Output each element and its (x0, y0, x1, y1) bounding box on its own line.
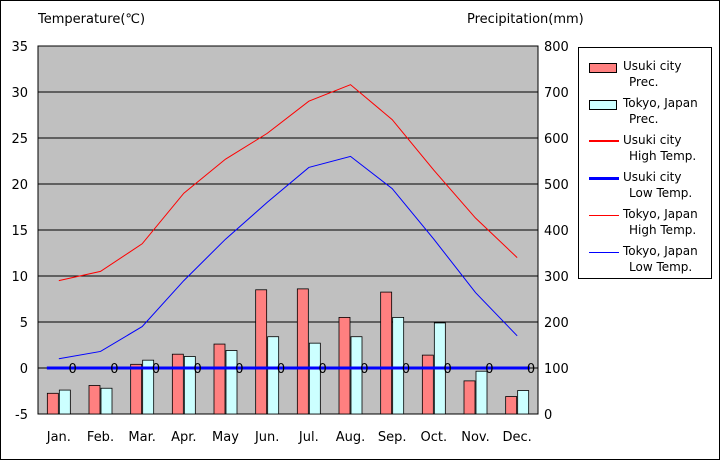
left-tick-label: 35 (11, 40, 28, 55)
legend-item: Tokyo, Japan Prec. (579, 95, 711, 131)
usuki-low-temp-label: 0 (402, 362, 410, 377)
month-label: Dec. (503, 430, 532, 445)
left-axis-title: Temperature(℃) (38, 12, 146, 27)
left-tick-label: 0 (20, 362, 28, 377)
usuki-low-temp-label: 0 (319, 362, 327, 377)
usuki-low-temp-label: 0 (485, 362, 493, 377)
bar-tokyo-prec (58, 389, 71, 415)
month-label: Oct. (421, 430, 448, 445)
left-tick-label: 15 (11, 224, 28, 239)
usuki-low-temp-label: 0 (360, 362, 368, 377)
month-label: Jan. (46, 430, 71, 445)
bar-tokyo-prec (225, 350, 238, 415)
bar-usuki-prec (88, 385, 101, 415)
legend-line-swatch (589, 140, 619, 142)
bar-usuki-prec (171, 353, 184, 415)
legend-label: Usuki city Prec. (623, 59, 682, 89)
month-label: Nov. (461, 430, 490, 445)
bar-usuki-prec (421, 354, 434, 415)
right-tick-label: 200 (544, 316, 569, 331)
bar-usuki-prec (213, 343, 226, 415)
bar-tokyo-prec (267, 336, 280, 415)
legend-item: Tokyo, Japan Low Temp. (579, 243, 711, 279)
month-label: Jun. (254, 430, 279, 445)
bar-tokyo-prec (517, 390, 530, 415)
legend-item: Tokyo, Japan High Temp. (579, 206, 711, 242)
bar-usuki-prec (505, 396, 518, 415)
usuki-low-temp-label: 0 (527, 362, 535, 377)
legend-item: Usuki city High Temp. (579, 132, 711, 168)
bar-usuki-prec (296, 288, 309, 415)
usuki-low-temp-label: 0 (110, 362, 118, 377)
month-label: Aug. (336, 430, 366, 445)
right-tick-label: 0 (544, 408, 552, 423)
right-tick-label: 100 (544, 362, 569, 377)
legend-item: Usuki city Prec. (579, 58, 711, 94)
usuki-low-temp-label: 0 (444, 362, 452, 377)
legend-label: Tokyo, Japan Prec. (623, 96, 698, 126)
usuki-low-temp-label: 0 (235, 362, 243, 377)
usuki-low-temp-label: 0 (277, 362, 285, 377)
bar-usuki-prec (255, 289, 268, 415)
left-tick-label: 25 (11, 132, 28, 147)
usuki-low-temp-label: 0 (152, 362, 160, 377)
right-tick-label: 500 (544, 178, 569, 193)
right-tick-label: 600 (544, 132, 569, 147)
legend-swatch (589, 63, 617, 73)
left-tick-label: 10 (11, 270, 28, 285)
month-label: Apr. (171, 430, 196, 445)
bar-tokyo-prec (308, 342, 321, 415)
month-label: Jul. (298, 430, 319, 445)
legend-line-swatch (589, 215, 619, 216)
legend-swatch (589, 100, 617, 110)
right-tick-label: 800 (544, 40, 569, 55)
line-tokyo-japan-low-temp- (58, 155, 518, 360)
month-label: May (212, 430, 239, 445)
left-tick-label: -5 (15, 408, 28, 423)
usuki-low-temp-label: 0 (69, 362, 77, 377)
right-tick-label: 400 (544, 224, 569, 239)
left-tick-label: 30 (11, 86, 28, 101)
right-tick-label: 300 (544, 270, 569, 285)
bar-tokyo-prec (183, 356, 196, 415)
month-label: Sep. (378, 430, 407, 445)
bar-tokyo-prec (350, 336, 363, 415)
usuki-low-temp-label: 0 (194, 362, 202, 377)
left-tick-label: 5 (20, 316, 28, 331)
bar-usuki-prec (46, 392, 59, 415)
legend-label: Usuki city Low Temp. (623, 170, 693, 200)
line-tokyo-japan-high-temp- (58, 84, 518, 282)
legend-label: Tokyo, Japan High Temp. (623, 207, 698, 237)
legend-label: Tokyo, Japan Low Temp. (623, 244, 698, 274)
legend-item: Usuki city Low Temp. (579, 169, 711, 205)
bar-usuki-prec (463, 380, 476, 415)
bar-usuki-prec (380, 291, 393, 415)
legend-line-swatch (589, 252, 619, 253)
month-label: Feb. (87, 430, 114, 445)
left-tick-label: 20 (11, 178, 28, 193)
bar-usuki-prec (338, 316, 351, 415)
bar-tokyo-prec (100, 387, 113, 415)
bar-tokyo-prec (475, 370, 488, 415)
right-axis-title: Precipitation(mm) (467, 12, 584, 27)
bar-tokyo-prec (142, 359, 155, 415)
bar-tokyo-prec (392, 316, 405, 415)
month-label: Mar. (128, 430, 155, 445)
legend-label: Usuki city High Temp. (623, 133, 697, 163)
legend: Usuki city Prec. Tokyo, Japan Prec. Usuki ci… (578, 47, 712, 279)
bar-usuki-prec (130, 363, 143, 415)
right-tick-label: 700 (544, 86, 569, 101)
legend-line-swatch (589, 177, 619, 180)
